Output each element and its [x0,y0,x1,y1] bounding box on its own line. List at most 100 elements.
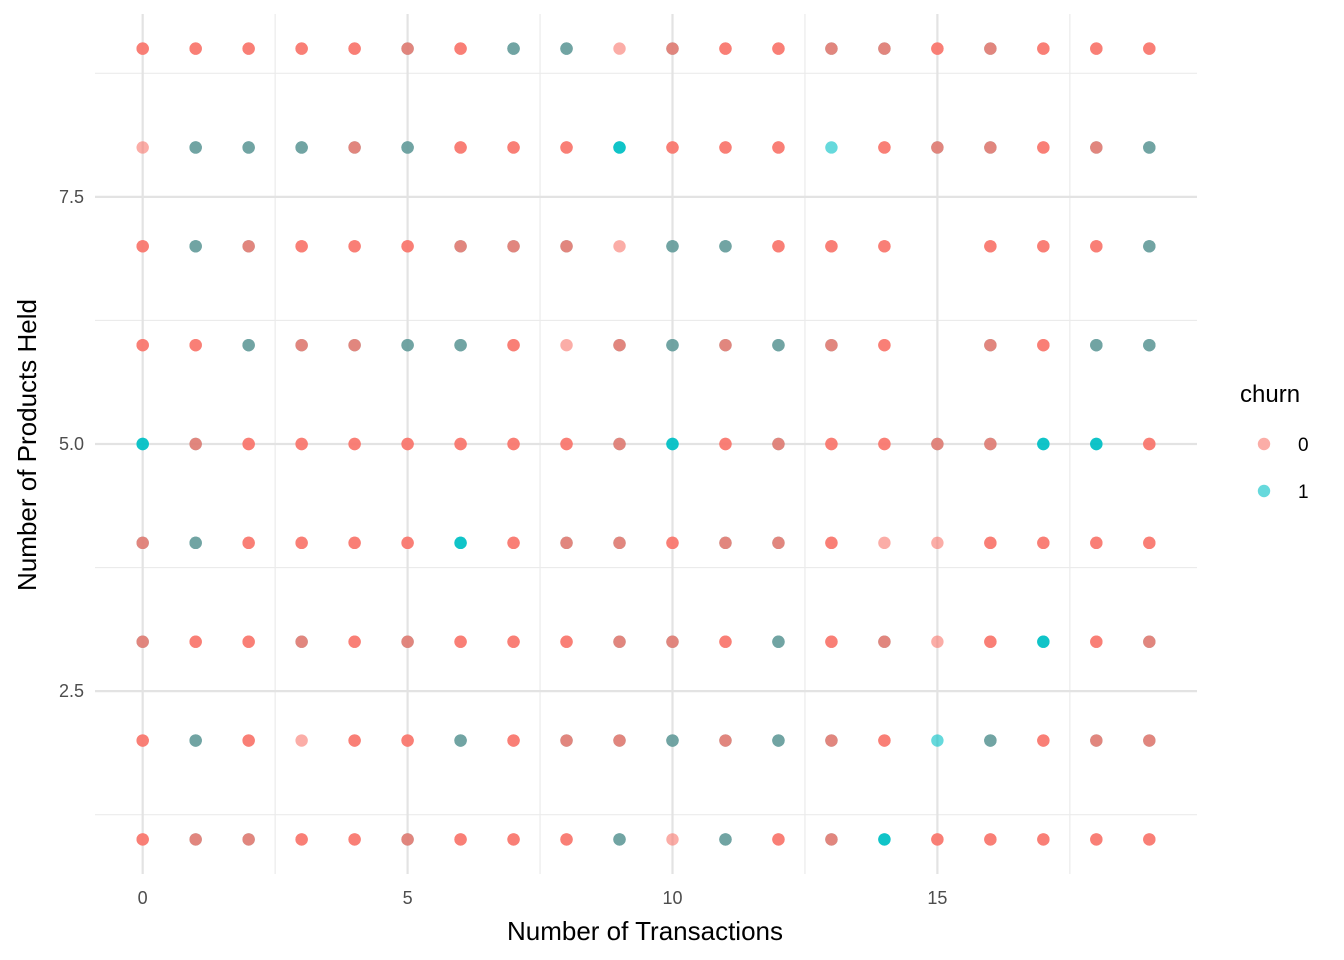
point-churn-0 [401,734,414,747]
point-churn-0 [242,437,255,451]
point-churn-0 [295,734,308,747]
point-churn-0 [242,338,255,352]
point-churn-0 [613,833,626,846]
point-churn-0 [295,833,308,846]
point-churn-0 [666,42,679,55]
point-churn-0 [560,536,573,550]
point-churn-0 [1143,42,1156,55]
point-churn-1 [136,437,149,451]
point-churn-0 [454,635,467,648]
point-churn-1 [931,734,944,747]
point-churn-0 [454,734,467,747]
point-churn-0 [719,42,732,55]
point-churn-0 [931,635,944,648]
point-churn-0 [666,240,679,253]
y-tick-label: 2.5 [59,681,84,701]
point-churn-0 [931,437,944,451]
y-tick-label: 5.0 [59,434,84,454]
point-churn-0 [454,141,467,154]
point-churn-0 [1090,338,1103,352]
point-churn-1 [560,42,573,55]
point-churn-0 [295,437,308,451]
point-churn-1 [1143,240,1156,253]
point-churn-0 [136,338,149,352]
point-churn-0 [560,338,573,352]
point-churn-0 [401,437,414,451]
point-churn-0 [984,141,997,154]
point-churn-0 [719,536,732,550]
point-churn-0 [931,536,944,550]
y-tick-labels: 2.5 5.0 7.5 [59,187,84,701]
point-churn-0 [719,338,732,352]
point-churn-1 [242,141,255,154]
point-churn-0 [666,536,679,550]
point-churn-1 [189,141,202,154]
point-churn-0 [878,536,891,550]
point-churn-0 [931,42,944,55]
point-churn-0 [984,437,997,451]
point-churn-0 [1090,240,1103,253]
point-churn-0 [454,42,467,55]
point-churn-0 [507,734,520,747]
point-churn-0 [560,635,573,648]
point-churn-0 [401,141,414,154]
point-churn-0 [613,42,626,55]
point-churn-0 [1090,635,1103,648]
point-churn-0 [613,437,626,451]
point-churn-0 [189,240,202,253]
point-churn-0 [772,536,785,550]
point-churn-0 [348,833,361,846]
point-churn-0 [507,338,520,352]
point-churn-0 [931,833,944,846]
point-churn-0 [984,240,997,253]
point-churn-0 [136,734,149,747]
point-churn-0 [825,338,838,352]
point-churn-0 [507,141,520,154]
point-churn-0 [242,833,255,846]
point-churn-1 [1143,141,1156,154]
point-churn-0 [878,734,891,747]
point-churn-0 [189,437,202,451]
point-churn-1 [666,734,679,747]
point-churn-0 [772,437,785,451]
point-churn-0 [825,833,838,846]
point-churn-0 [613,635,626,648]
point-churn-0 [1090,141,1103,154]
point-churn-0 [242,734,255,747]
point-churn-0 [242,240,255,253]
point-churn-0 [348,240,361,253]
point-churn-0 [878,635,891,648]
point-churn-0 [825,240,838,253]
point-churn-1 [1090,437,1103,451]
point-churn-0 [666,141,679,154]
point-churn-1 [613,141,626,154]
x-tick-labels: 0 5 10 15 [138,888,948,908]
point-churn-0 [825,536,838,550]
point-churn-0 [1090,42,1103,55]
point-churn-0 [1143,141,1156,154]
point-churn-0 [1090,734,1103,747]
point-churn-0 [189,42,202,55]
point-churn-0 [613,536,626,550]
point-churn-0 [242,536,255,550]
point-churn-0 [560,42,573,55]
point-churn-0 [136,42,149,55]
point-churn-0 [507,536,520,550]
x-axis-title: Number of Transactions [507,916,783,946]
point-churn-0 [454,338,467,352]
point-churn-0 [401,42,414,55]
point-churn-0 [295,338,308,352]
legend-label-1: 1 [1298,482,1309,503]
point-churn-1 [1143,338,1156,352]
point-churn-0 [931,141,944,154]
point-churn-0 [1090,536,1103,550]
point-churn-0 [613,240,626,253]
point-churn-1 [242,338,255,352]
point-churn-0 [878,42,891,55]
point-churn-0 [348,734,361,747]
point-churn-0 [348,42,361,55]
grid-lines [95,14,1197,874]
point-churn-1 [1090,338,1103,352]
point-churn-0 [401,240,414,253]
point-churn-0 [878,240,891,253]
